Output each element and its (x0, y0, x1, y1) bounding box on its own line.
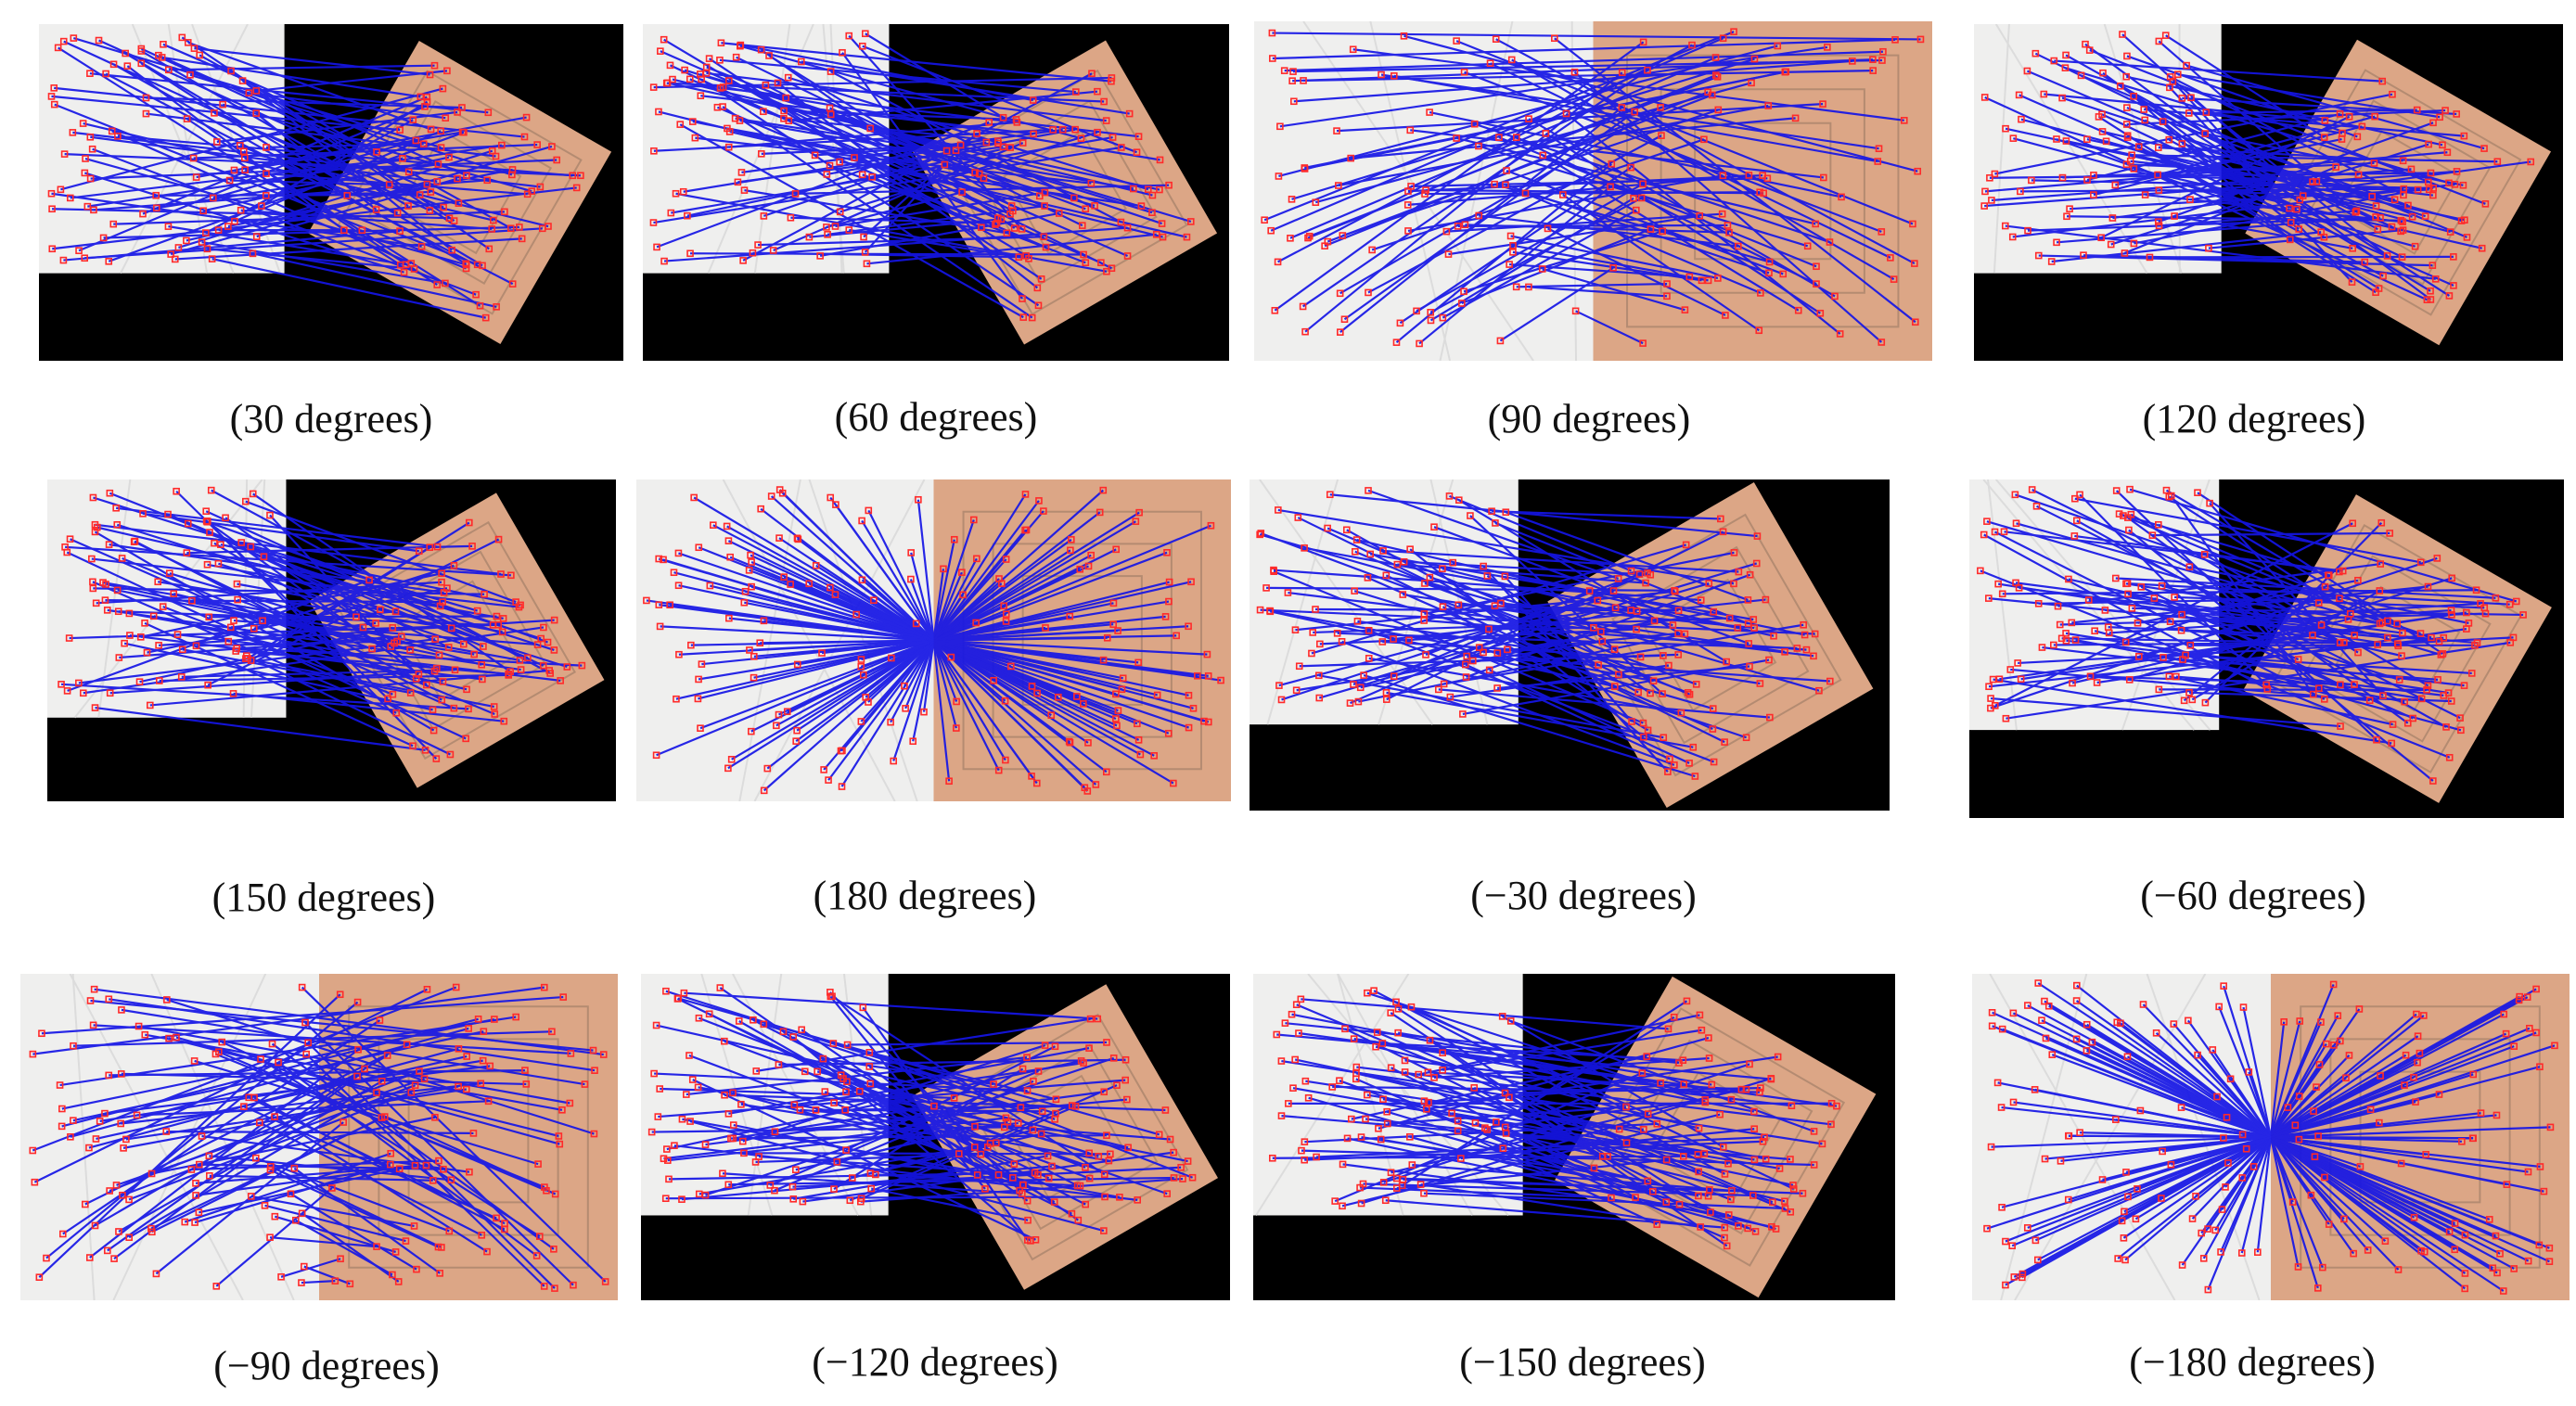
rotated-satellite-image (308, 40, 612, 345)
match-panel-neg180 (1972, 974, 2570, 1300)
keypoint-match-visual (1250, 479, 1890, 811)
caption-neg180: (−180 degrees) (2129, 1339, 2376, 1385)
keypoint-match-visual (39, 24, 623, 361)
keypoint-match-visual (1969, 479, 2564, 818)
keypoint-match-visual (636, 479, 1231, 801)
keypoint-match-visual (1972, 974, 2570, 1300)
caption-120: (120 degrees) (2142, 396, 2366, 441)
rotated-satellite-image (933, 479, 1231, 801)
keypoint-match-visual (643, 24, 1229, 361)
keypoint-match-visual (1974, 24, 2563, 361)
keypoint-match-visual (1253, 974, 1895, 1300)
match-panel-neg60 (1969, 479, 2564, 818)
match-panel-neg120 (641, 974, 1230, 1300)
caption-150: (150 degrees) (211, 875, 436, 920)
match-panel-150 (47, 479, 616, 801)
match-panel-30 (39, 24, 623, 361)
caption-90: (90 degrees) (1487, 396, 1691, 441)
match-panel-180 (636, 479, 1231, 801)
match-panel-90 (1254, 21, 1932, 361)
match-panel-60 (643, 24, 1229, 361)
caption-30: (30 degrees) (229, 396, 433, 441)
keypoint-match-visual (20, 974, 618, 1300)
match-panel-neg90 (20, 974, 618, 1300)
caption-neg30: (−30 degrees) (1470, 873, 1697, 918)
keypoint-match-visual (47, 479, 616, 801)
keypoint-match-visual (641, 974, 1230, 1300)
caption-neg90: (−90 degrees) (213, 1343, 440, 1388)
caption-neg150: (−150 degrees) (1459, 1339, 1706, 1385)
caption-neg60: (−60 degrees) (2140, 873, 2366, 918)
match-panel-120 (1974, 24, 2563, 361)
caption-60: (60 degrees) (834, 394, 1038, 440)
caption-neg120: (−120 degrees) (812, 1339, 1058, 1385)
keypoint-match-visual (1254, 21, 1932, 361)
match-panel-neg150 (1253, 974, 1895, 1300)
rotated-satellite-image (319, 974, 618, 1300)
match-panel-neg30 (1250, 479, 1890, 811)
caption-180: (180 degrees) (813, 873, 1037, 918)
